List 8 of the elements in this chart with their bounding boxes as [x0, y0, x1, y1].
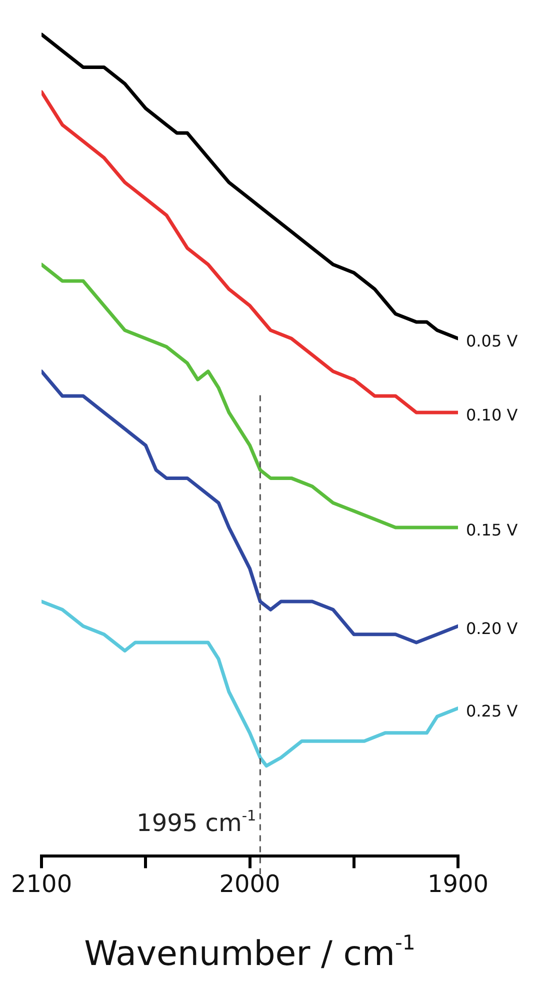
series-label: 0.15 V [466, 520, 518, 540]
series-label: 0.10 V [466, 405, 518, 424]
x-tick-label: 1900 [427, 870, 489, 898]
x-tick-label: 2000 [219, 870, 280, 898]
x-tick-label: 2100 [11, 870, 72, 898]
series-label: 0.20 V [466, 619, 518, 638]
series-label: 0.25 V [466, 701, 518, 720]
series-label: 0.05 V [466, 331, 518, 350]
